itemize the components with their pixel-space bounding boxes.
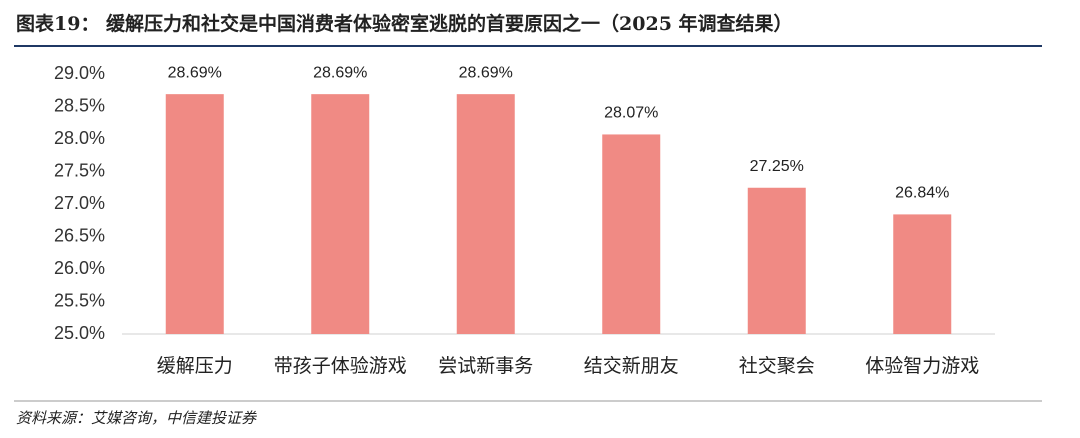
value-label: 27.25% bbox=[750, 158, 804, 175]
x-tick-label: 社交聚会 bbox=[739, 355, 815, 377]
chart-title: 图表19： 缓解压力和社交是中国消费者体验密室逃脱的首要原因之一（2025 年调… bbox=[16, 12, 793, 35]
y-tick-label: 29.0% bbox=[54, 63, 105, 83]
y-tick-label: 27.5% bbox=[54, 160, 105, 180]
bar bbox=[311, 94, 370, 335]
y-tick-label: 25.0% bbox=[54, 323, 105, 343]
source: 资料来源：艾媒咨询，中信建投证券 bbox=[16, 410, 257, 427]
y-tick-label: 27.0% bbox=[54, 193, 105, 213]
x-tick-label: 尝试新事务 bbox=[438, 355, 533, 377]
y-tick-label: 28.0% bbox=[54, 128, 105, 148]
value-label: 28.07% bbox=[604, 105, 658, 122]
y-tick-label: 26.5% bbox=[54, 225, 105, 245]
x-tick-label: 带孩子体验游戏 bbox=[274, 355, 407, 377]
y-tick-label: 25.5% bbox=[54, 290, 105, 310]
value-label: 28.69% bbox=[313, 64, 367, 81]
bar bbox=[165, 94, 224, 335]
x-tick-label: 结交新朋友 bbox=[584, 355, 679, 377]
bar bbox=[602, 134, 661, 334]
bar bbox=[747, 187, 806, 334]
value-label: 26.84% bbox=[895, 185, 949, 202]
x-tick-label: 体验智力游戏 bbox=[865, 355, 979, 377]
y-tick-label: 28.5% bbox=[54, 95, 105, 115]
bar bbox=[456, 94, 515, 335]
value-label: 28.69% bbox=[168, 64, 222, 81]
value-label: 28.69% bbox=[459, 64, 513, 81]
bar bbox=[893, 214, 952, 334]
y-tick-label: 26.0% bbox=[54, 258, 105, 278]
x-tick-label: 缓解压力 bbox=[157, 355, 233, 377]
